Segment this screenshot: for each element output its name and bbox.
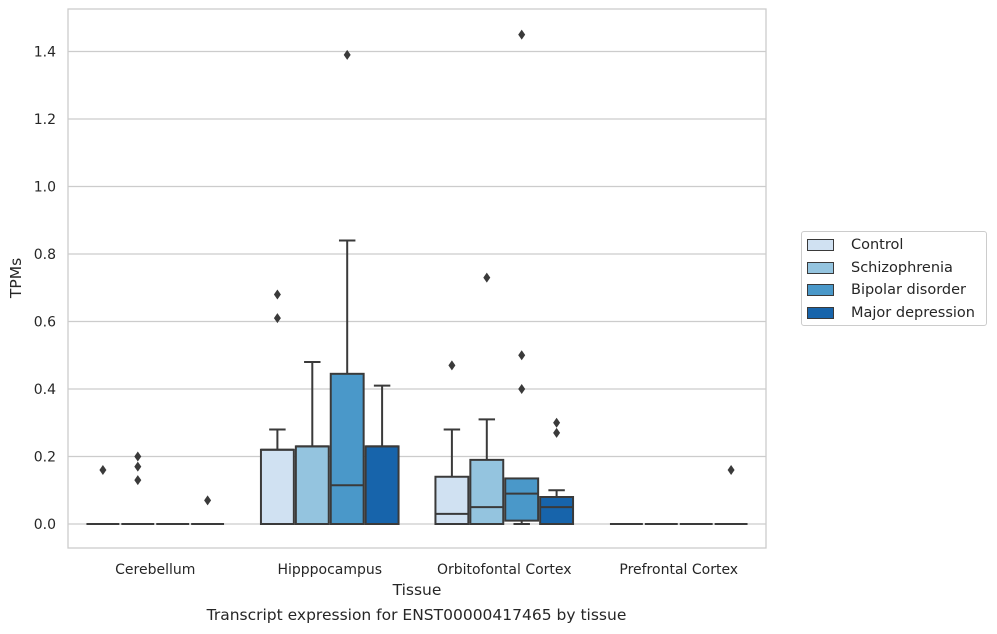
outlier-point xyxy=(448,360,456,371)
box-major-depression xyxy=(539,417,575,525)
box-body xyxy=(364,445,400,525)
outlier-point xyxy=(727,465,735,475)
x-tick-label: Hipppocampus xyxy=(277,562,382,578)
outlier-point xyxy=(518,29,526,40)
legend-swatch-schizophrenia xyxy=(807,262,834,274)
legend-label-schizophrenia: Schizophrenia xyxy=(851,260,953,276)
outlier-point xyxy=(553,417,561,428)
box-major-depression xyxy=(191,495,225,525)
y-axis-label: TPMs xyxy=(7,258,25,299)
box-schizophrenia xyxy=(469,272,505,525)
box-major-depression xyxy=(364,384,400,525)
y-tick-label: 0.0 xyxy=(34,517,56,533)
box-bipolar-disorder xyxy=(329,49,365,525)
box-body xyxy=(434,475,470,525)
legend-item-major-depression: Major depression xyxy=(807,305,975,321)
y-tick-label: 0.6 xyxy=(34,315,56,331)
box-control xyxy=(259,289,295,525)
legend-swatch-major-depression xyxy=(807,307,834,319)
outlier-point xyxy=(134,475,142,486)
box-body xyxy=(259,448,295,525)
legend-item-schizophrenia: Schizophrenia xyxy=(807,260,953,276)
box-body xyxy=(329,372,365,525)
legend-label-control: Control xyxy=(851,237,904,253)
boxes xyxy=(86,29,748,525)
legend-label-major-depression: Major depression xyxy=(851,305,975,321)
y-tick-label: 0.8 xyxy=(34,247,56,263)
box-body xyxy=(539,496,575,525)
box-control xyxy=(434,360,470,525)
outlier-point xyxy=(518,384,526,394)
outlier-point xyxy=(134,461,142,472)
x-tick-label: Orbitofontal Cortex xyxy=(437,562,572,578)
box-body xyxy=(504,477,540,522)
y-tick-label: 1.2 xyxy=(34,112,56,128)
y-tick-label: 1.4 xyxy=(34,45,56,61)
x-tick-label: Cerebellum xyxy=(115,562,195,578)
outlier-point xyxy=(204,495,212,506)
outlier-point xyxy=(518,350,526,361)
box-schizophrenia xyxy=(121,451,155,525)
legend-label-bipolar-disorder: Bipolar disorder xyxy=(851,282,966,298)
outlier-point xyxy=(273,289,281,300)
legend-swatch-bipolar-disorder xyxy=(807,284,834,296)
x-axis-label: Tissue xyxy=(392,581,442,599)
outlier-point xyxy=(273,313,281,324)
box-body xyxy=(469,458,505,525)
legend-item-control: Control xyxy=(807,237,903,253)
outlier-point xyxy=(343,49,351,60)
box-bipolar-disorder xyxy=(504,29,540,525)
y-tick-label: 1.0 xyxy=(34,180,56,196)
box-schizophrenia xyxy=(294,361,330,525)
plot-frame xyxy=(67,8,767,549)
box-body xyxy=(294,445,330,525)
legend-swatch-control xyxy=(807,239,834,251)
box-control xyxy=(86,465,120,525)
outlier-point xyxy=(553,427,561,438)
y-tick-label: 0.4 xyxy=(34,382,56,398)
legend-item-bipolar-disorder: Bipolar disorder xyxy=(807,282,966,298)
legend: Control Schizophrenia Bipolar disorder M… xyxy=(801,231,987,326)
outlier-point xyxy=(134,451,142,462)
y-tick-labels: 0.0 0.2 0.4 0.6 0.8 1.0 1.2 1.4 xyxy=(34,45,56,534)
plot-area xyxy=(68,9,766,548)
outlier-point xyxy=(483,272,491,283)
x-tick-labels: Cerebellum Hipppocampus Orbitofontal Corte… xyxy=(115,562,738,578)
outlier-point xyxy=(99,465,107,475)
box-major-depression xyxy=(714,465,748,525)
x-tick-label: Prefrontal Cortex xyxy=(619,562,738,578)
figure-caption: Transcript expression for ENST0000041746… xyxy=(206,606,627,624)
y-tick-label: 0.2 xyxy=(34,450,56,466)
